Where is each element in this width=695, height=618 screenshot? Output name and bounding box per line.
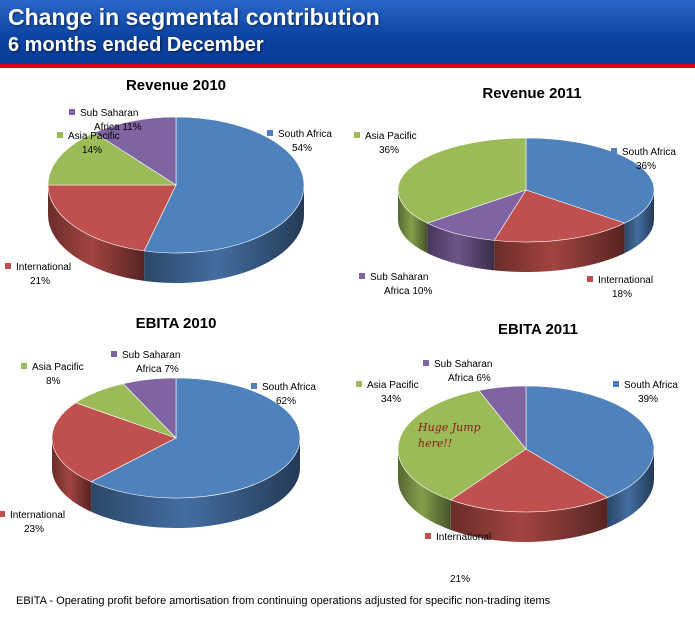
data-label-international: International — [598, 275, 653, 286]
data-label-sub-saharan-africa: Africa 7% — [136, 364, 179, 375]
pie-side-south-africa — [607, 449, 654, 528]
data-label-south-africa: South Africa — [278, 129, 332, 140]
chart-title: Revenue 2011 — [482, 85, 581, 102]
pie-slice-sub-saharan-africa — [122, 377, 177, 439]
pie-slice-international — [47, 184, 177, 252]
chart-title: EBITA 2011 — [498, 321, 578, 338]
data-label-sub-saharan-africa: Africa 10% — [384, 286, 432, 297]
legend-marker-south-africa — [611, 148, 617, 154]
data-label-sub-saharan-africa: Sub Saharan — [122, 350, 180, 361]
data-label-sub-saharan-africa: Sub Saharan — [434, 359, 492, 370]
page-subtitle: 6 months ended December — [8, 34, 264, 56]
data-label-international: International — [16, 262, 71, 273]
legend-marker-international — [5, 263, 11, 269]
pie-side-international — [52, 438, 92, 512]
data-label-asia-pacific: Asia Pacific — [365, 131, 417, 142]
pie-side-international — [48, 185, 145, 281]
pie-side-asia-pacific — [398, 190, 428, 254]
pie-slice-south-africa — [90, 377, 301, 499]
header-banner: Change in segmental contribution 6 month… — [0, 0, 695, 64]
data-label-sub-saharan-africa: Africa 6% — [448, 373, 491, 384]
legend-marker-international — [0, 511, 5, 517]
page-title: Change in segmental contribution — [8, 4, 380, 30]
pie-chart-revenue-2011: Revenue 2011 South Africa 36% International… — [354, 85, 676, 300]
data-label-south-africa: 62% — [276, 396, 296, 407]
header-accent-line — [0, 64, 695, 68]
data-label-international: 21% — [450, 574, 470, 585]
legend-marker-asia-pacific — [354, 132, 360, 138]
legend-marker-sub-saharan-africa — [359, 273, 365, 279]
data-label-international: 21% — [30, 276, 50, 287]
legend-marker-asia-pacific — [356, 381, 362, 387]
data-label-south-africa: 36% — [636, 161, 656, 172]
pie-slice-sub-saharan-africa — [478, 385, 527, 450]
pie-side-sub-saharan-africa — [427, 223, 495, 271]
pie-side-south-africa — [144, 185, 304, 283]
legend-marker-south-africa — [613, 381, 619, 387]
pie-chart-ebita-2011: EBITA 2011 South Africa 39% International 21… — [356, 321, 678, 585]
pie-side-south-africa — [624, 190, 654, 254]
chart-title: EBITA 2010 — [136, 315, 217, 332]
legend-marker-south-africa — [251, 383, 257, 389]
data-label-south-africa: South Africa — [622, 147, 676, 158]
legend-marker-sub-saharan-africa — [423, 360, 429, 366]
legend-marker-international — [587, 276, 593, 282]
data-label-south-africa: 54% — [292, 143, 312, 154]
pie-slice-international — [51, 402, 177, 483]
data-label-asia-pacific: 36% — [379, 145, 399, 156]
pie-chart-ebita-2010: EBITA 2010 South Africa 62% International 23… — [0, 315, 316, 535]
pie-slice-sub-saharan-africa — [93, 116, 177, 186]
data-label-asia-pacific: 34% — [381, 394, 401, 405]
data-label-sub-saharan-africa: Africa 11% — [94, 122, 142, 133]
pie-side-south-africa — [91, 438, 301, 528]
pie-side-asia-pacific — [398, 449, 451, 530]
data-label-international: International — [436, 532, 491, 543]
data-label-international: 23% — [24, 524, 44, 535]
pie-slice-sub-saharan-africa — [426, 189, 527, 241]
legend-marker-sub-saharan-africa — [111, 351, 117, 357]
data-label-asia-pacific: 8% — [46, 376, 61, 387]
pie-slice-international — [493, 189, 626, 243]
pie-slice-asia-pacific — [47, 132, 178, 186]
pie-side-international — [494, 223, 625, 272]
data-label-international: 18% — [612, 289, 632, 300]
data-label-south-africa: South Africa — [262, 382, 316, 393]
data-label-asia-pacific: Asia Pacific — [32, 362, 84, 373]
data-label-asia-pacific: Asia Pacific — [367, 380, 419, 391]
pie-slice-south-africa — [525, 385, 655, 498]
pie-slice-south-africa — [525, 137, 655, 224]
data-label-asia-pacific: 14% — [82, 145, 102, 156]
pie-slice-asia-pacific — [397, 390, 527, 501]
data-label-sub-saharan-africa: Sub Saharan — [370, 272, 428, 283]
pie-chart-revenue-2010: Revenue 2010 South Africa 54% International… — [5, 77, 332, 287]
data-label-south-africa: 39% — [638, 394, 658, 405]
pie-slice-international — [450, 448, 609, 513]
data-label-south-africa: South Africa — [624, 380, 678, 391]
legend-marker-asia-pacific — [57, 132, 63, 138]
footnote: EBITA - Operating profit before amortisa… — [16, 595, 551, 607]
legend-marker-south-africa — [267, 130, 273, 136]
pie-slice-asia-pacific — [397, 137, 527, 224]
chart-title: Revenue 2010 — [126, 77, 226, 94]
legend-marker-asia-pacific — [21, 363, 27, 369]
pie-slice-south-africa — [143, 116, 305, 254]
legend-marker-international — [425, 533, 431, 539]
annotation-text: Huge Jump here!! — [418, 421, 481, 450]
data-label-asia-pacific: Asia Pacific — [68, 131, 120, 142]
data-label-international: International — [10, 510, 65, 521]
legend-marker-sub-saharan-africa — [69, 109, 75, 115]
data-label-sub-saharan-africa: Sub Saharan — [80, 108, 138, 119]
